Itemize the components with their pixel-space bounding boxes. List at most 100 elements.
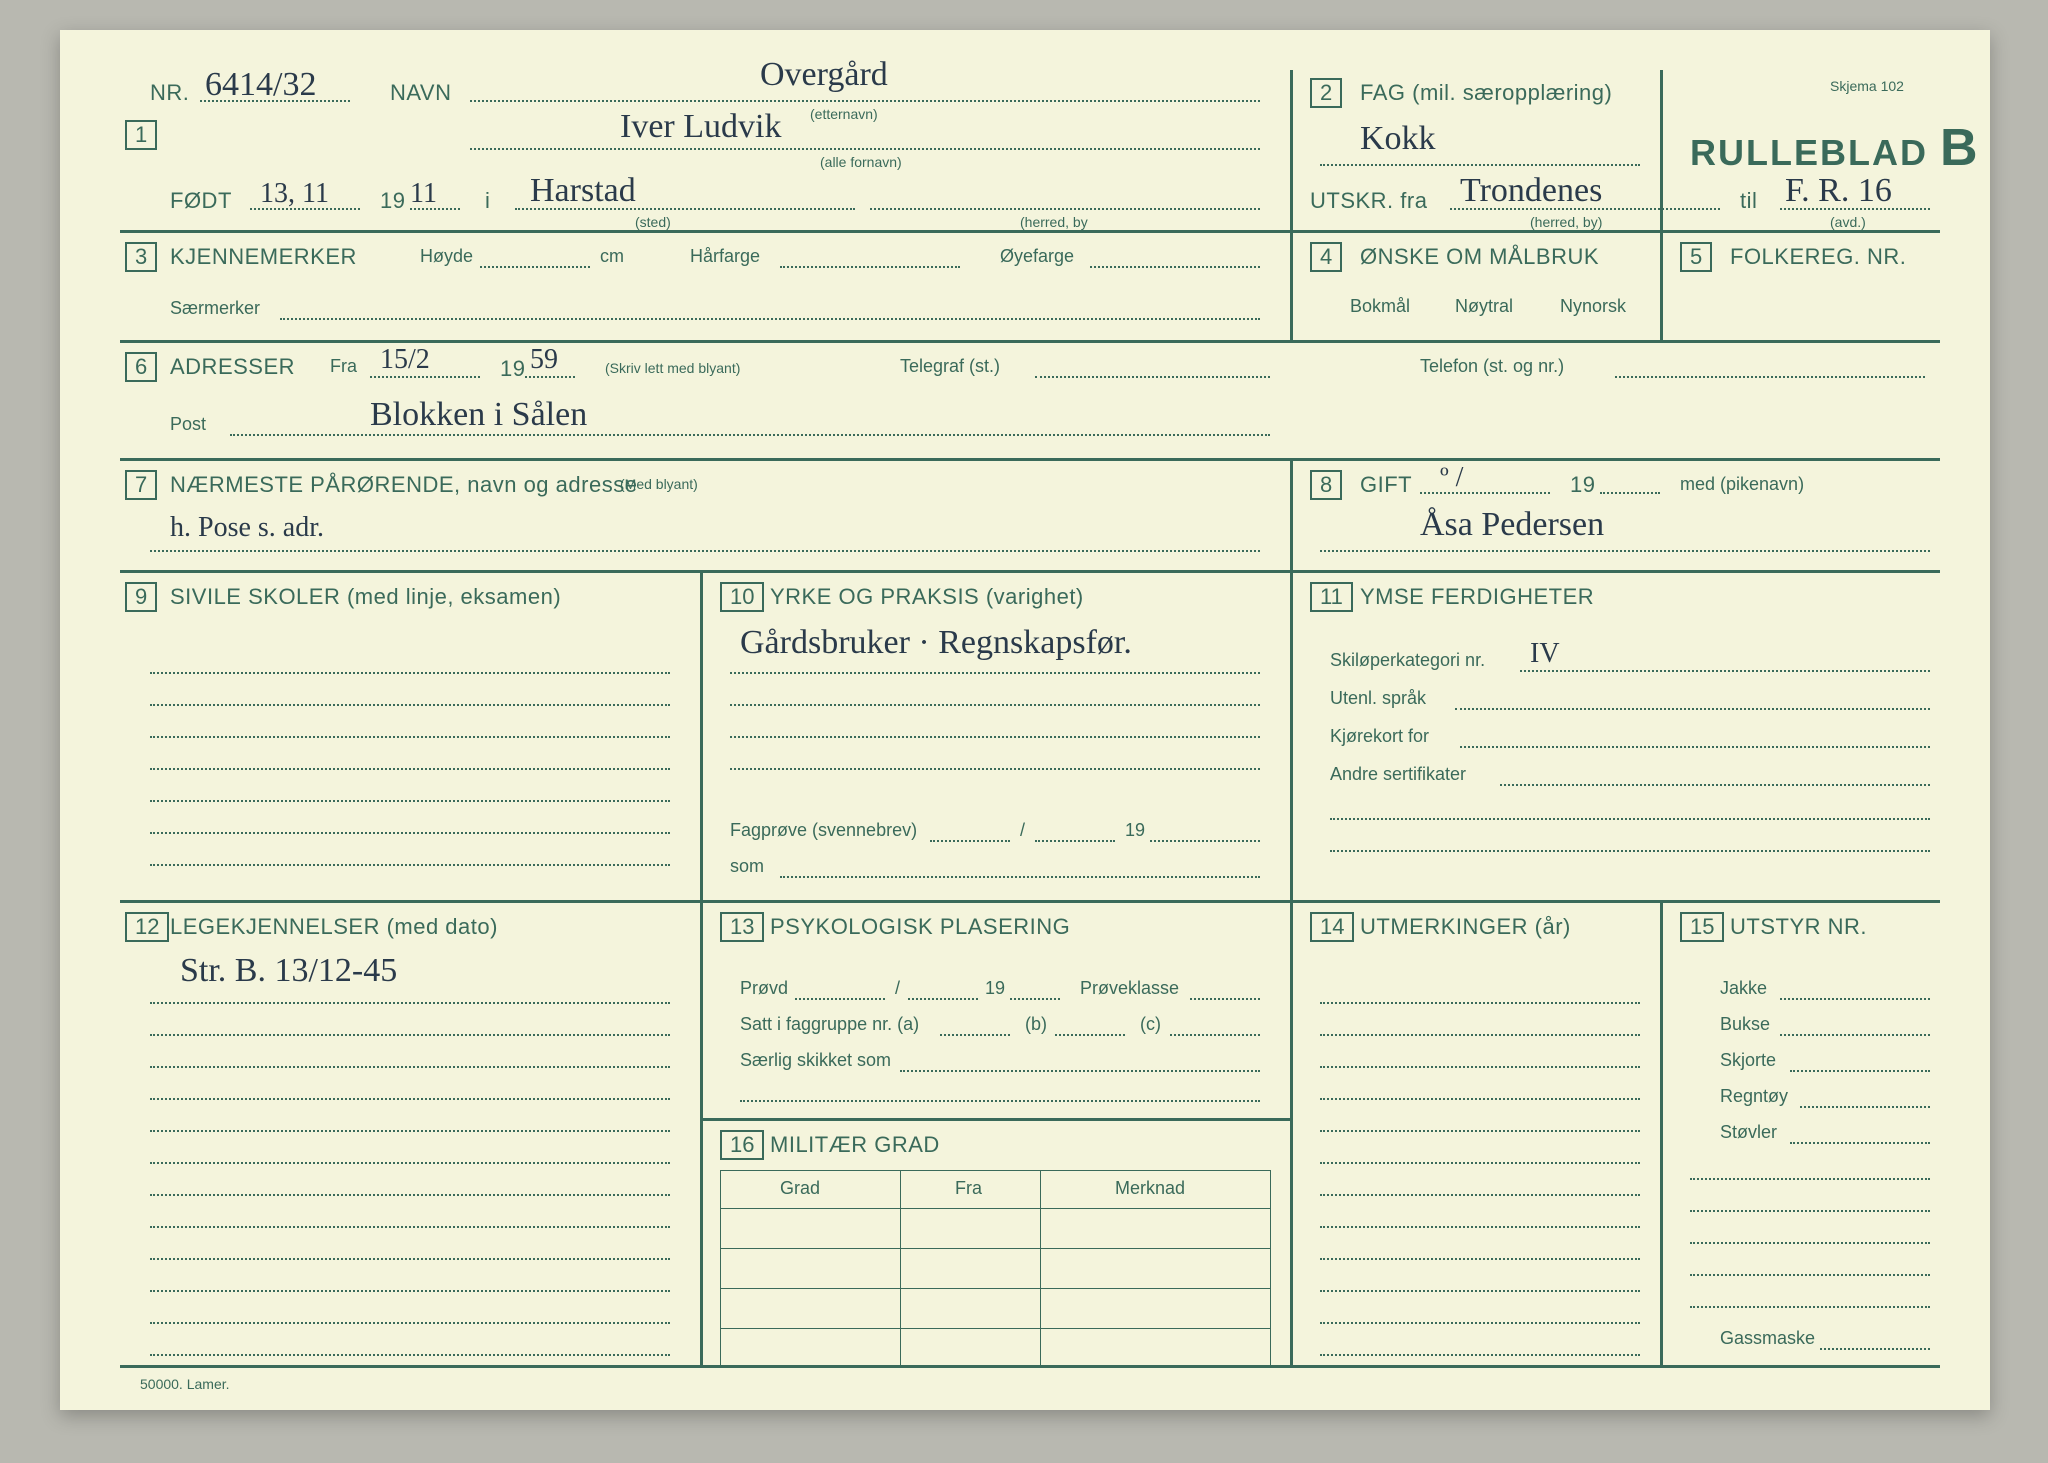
box6-num: 6 [125, 352, 157, 382]
form-card: NR. 6414/32 NAVN Overgård (etternavn) 1 … [60, 30, 1990, 1410]
med-label: med (pikenavn) [1680, 474, 1804, 495]
box1-num: 1 [125, 120, 157, 150]
gassmaske-label: Gassmaske [1720, 1328, 1815, 1349]
gift-year-prefix: 19 [1570, 472, 1595, 498]
box4-opt1: Bokmål [1350, 296, 1410, 317]
box11-lines [1330, 788, 1930, 852]
provd-year: 19 [985, 978, 1005, 999]
i-label: i [485, 188, 490, 214]
nr-underline [200, 82, 350, 102]
fagprove-year: 19 [1125, 820, 1145, 841]
box13-num: 13 [720, 912, 764, 942]
box6-year-prefix: 19 [500, 356, 525, 382]
andre-label: Andre sertifikater [1330, 764, 1466, 785]
harfarge-label: Hårfarge [690, 246, 760, 267]
fag-label: FAG (mil. særopplæring) [1360, 80, 1612, 106]
fagprove-label: Fagprøve (svennebrev) [730, 820, 917, 841]
box5-num: 5 [1680, 242, 1712, 272]
box2-num: 2 [1310, 78, 1342, 108]
skjema-label: Skjema 102 [1830, 78, 1904, 94]
fodt-year-prefix: 19 [380, 188, 405, 214]
skriv-note: (Skriv lett med blyant) [605, 360, 740, 376]
navn-label: NAVN [390, 80, 452, 106]
box12-num: 12 [125, 912, 169, 942]
box3-num: 3 [125, 242, 157, 272]
sted-caption: (sted) [635, 214, 671, 230]
cm-label: cm [600, 246, 624, 267]
ski-label: Skiløperkategori nr. [1330, 650, 1485, 671]
proveklasse-label: Prøveklasse [1080, 978, 1179, 999]
fodt-label: FØDT [170, 188, 232, 214]
nr-label: NR. [150, 80, 189, 106]
box11-num: 11 [1310, 582, 1353, 612]
post-label: Post [170, 414, 206, 435]
fagprove-sep: / [1020, 820, 1025, 841]
box15-item-2: Skjorte [1720, 1050, 1776, 1071]
box9-label: SIVILE SKOLER (med linje, eksamen) [170, 584, 561, 610]
box10-label: YRKE OG PRAKSIS (varighet) [770, 584, 1084, 610]
box7-label: NÆRMESTE PÅRØRENDE, navn og adresse [170, 472, 637, 498]
box13-label: PSYKOLOGISK PLASERING [770, 914, 1070, 940]
box15-item-1: Bukse [1720, 1014, 1770, 1035]
title-word: RULLEBLAD [1690, 132, 1928, 173]
box15-num: 15 [1680, 912, 1724, 942]
fra-label: Fra [330, 356, 357, 377]
fornavn-underline [470, 130, 1260, 150]
box14-label: UTMERKINGER (år) [1360, 914, 1571, 940]
etternavn-underline [470, 82, 1260, 102]
box15-item-4: Støvler [1720, 1122, 1777, 1143]
box16-num: 16 [720, 1130, 764, 1160]
box16-col2: Fra [955, 1178, 982, 1199]
til-caption: (avd.) [1830, 214, 1866, 230]
box7-num: 7 [125, 470, 157, 500]
adresser-label: ADRESSER [170, 354, 295, 380]
utskr-label: UTSKR. fra [1310, 188, 1427, 214]
box9-lines [150, 642, 670, 866]
box12-label: LEGEKJENNELSER (med dato) [170, 914, 498, 940]
box15-item-0: Jakke [1720, 978, 1767, 999]
box11-label: YMSE FERDIGHETER [1360, 584, 1594, 610]
telegraf-label: Telegraf (st.) [900, 356, 1000, 377]
telefon-label: Telefon (st. og nr.) [1420, 356, 1564, 377]
herred-caption: (herred, by [1020, 214, 1088, 230]
box16-label: MILITÆR GRAD [770, 1132, 940, 1158]
korekort-label: Kjørekort for [1330, 726, 1429, 747]
box15-item-3: Regntøy [1720, 1086, 1788, 1107]
form-title: RULLEBLAD B [1690, 118, 1980, 178]
oyefarge-label: Øyefarge [1000, 246, 1074, 267]
box9-num: 9 [125, 582, 157, 612]
box12-lines [150, 972, 670, 1356]
box4-num: 4 [1310, 242, 1342, 272]
box14-lines [1320, 972, 1640, 1356]
box5-label: FOLKEREG. NR. [1730, 244, 1906, 270]
provd-label: Prøvd [740, 978, 788, 999]
box16-col3: Merknad [1115, 1178, 1185, 1199]
satt-label: Satt i faggruppe nr. (a) [740, 1014, 919, 1035]
footer-text: 50000. Lamer. [140, 1376, 230, 1392]
kjennemerker-label: KJENNEMERKER [170, 244, 357, 270]
etternavn-caption: (etternavn) [810, 106, 878, 122]
box4-label: ØNSKE OM MÅLBRUK [1360, 244, 1599, 270]
b-label: (b) [1025, 1014, 1047, 1035]
som-label: som [730, 856, 764, 877]
box8-num: 8 [1310, 470, 1342, 500]
title-letter: B [1940, 119, 1980, 177]
til-label: til [1740, 188, 1757, 214]
box15-label: UTSTYR NR. [1730, 914, 1867, 940]
saerlig-label: Særlig skikket som [740, 1050, 891, 1071]
hoyde-label: Høyde [420, 246, 473, 267]
box14-num: 14 [1310, 912, 1354, 942]
provd-sep: / [895, 978, 900, 999]
box10-lines [730, 642, 1260, 770]
c-label: (c) [1140, 1014, 1161, 1035]
utskr-caption: (herred, by) [1530, 214, 1602, 230]
fornavn-caption: (alle fornavn) [820, 154, 902, 170]
box4-opt2: Nøytral [1455, 296, 1513, 317]
box10-num: 10 [720, 582, 764, 612]
utenl-label: Utenl. språk [1330, 688, 1426, 709]
box16-col1: Grad [780, 1178, 820, 1199]
gift-label: GIFT [1360, 472, 1412, 498]
box7-note: (Med blyant) [620, 476, 698, 492]
saermerker-label: Særmerker [170, 298, 260, 319]
box4-opt3: Nynorsk [1560, 296, 1626, 317]
